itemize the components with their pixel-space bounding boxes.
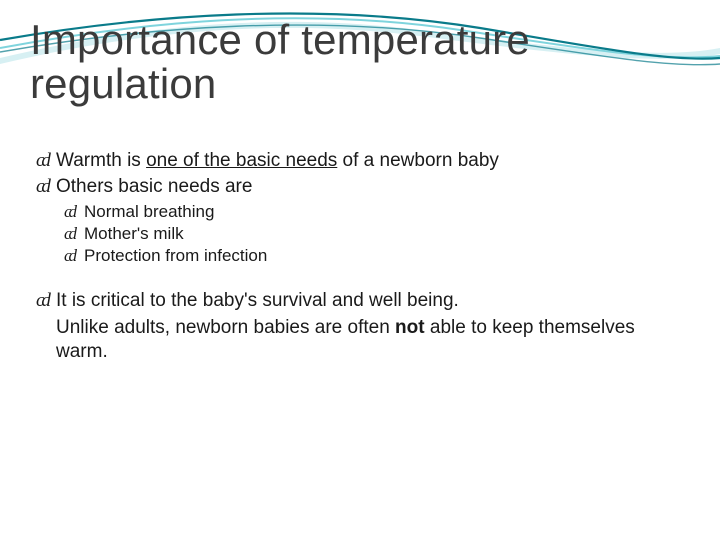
bullet-level1: cdWarmth is one of the basic needs of a … (36, 150, 680, 172)
bullet-text: Protection from infection (84, 246, 267, 265)
underlined-text: one of the basic needs (146, 150, 337, 171)
bullet-text: Mother's milk (84, 224, 184, 243)
bullet-swirl-icon: cd (64, 246, 84, 266)
text-run: Warmth is (56, 150, 146, 171)
emphasis-text: not (395, 317, 425, 338)
bullet-swirl-icon: cd (36, 176, 56, 198)
slide-title: Importance of temperature regulation (30, 18, 720, 106)
bullet-level2: cdNormal breathing (64, 202, 680, 222)
bullet-level1: cdOthers basic needs are (36, 176, 680, 198)
text-run: Mother's milk (84, 224, 184, 243)
text-run: Others basic needs are (56, 176, 252, 197)
text-run: Unlike adults, newborn babies are often (56, 317, 395, 338)
text-run: of a newborn baby (337, 150, 499, 171)
bullet-text: It is critical to the baby's survival an… (56, 290, 459, 311)
bullet-swirl-icon: cd (64, 224, 84, 244)
bullet-level2: cdMother's milk (64, 224, 680, 244)
text-run: Normal breathing (84, 202, 214, 221)
bullet-text: Warmth is one of the basic needs of a ne… (56, 150, 499, 171)
continuation-paragraph: Unlike adults, newborn babies are often … (56, 316, 680, 364)
bullet-swirl-icon: cd (36, 150, 56, 172)
bullet-level1: cdIt is critical to the baby's survival … (36, 290, 680, 312)
bullet-swirl-icon: cd (36, 290, 56, 312)
bullet-text: Normal breathing (84, 202, 214, 221)
text-run: Protection from infection (84, 246, 267, 265)
slide-body: cdWarmth is one of the basic needs of a … (36, 150, 680, 364)
bullet-level2: cdProtection from infection (64, 246, 680, 266)
text-run: It is critical to the baby's survival an… (56, 290, 459, 311)
bullet-swirl-icon: cd (64, 202, 84, 222)
vertical-gap (36, 268, 680, 290)
bullet-text: Others basic needs are (56, 176, 252, 197)
